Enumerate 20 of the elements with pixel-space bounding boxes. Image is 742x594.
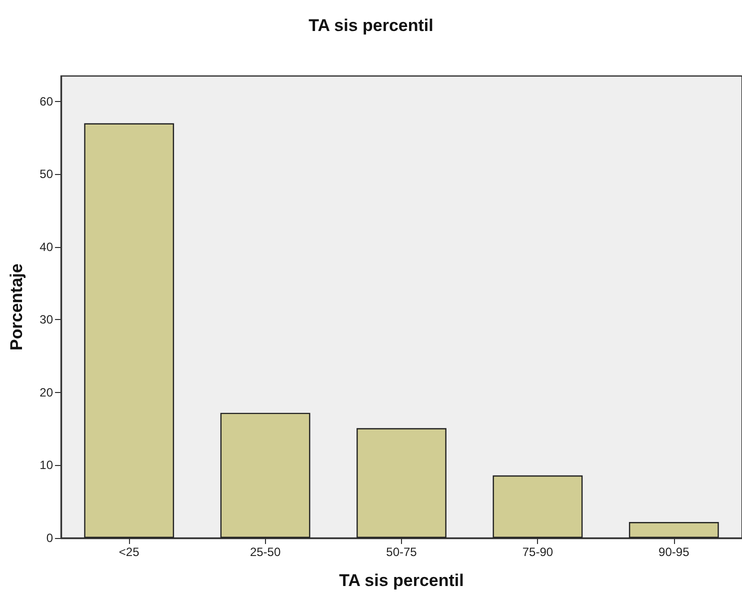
x-tick-label: 50-75 xyxy=(386,545,418,559)
bar xyxy=(84,123,174,538)
y-tick-label: 0 xyxy=(46,531,54,545)
y-tick-label: 20 xyxy=(40,385,54,400)
bar xyxy=(220,412,310,538)
bar xyxy=(628,522,719,538)
bar xyxy=(492,475,583,538)
y-tick-label: 40 xyxy=(40,240,54,254)
y-tick-label: 10 xyxy=(40,458,54,472)
x-tick-label: 25-50 xyxy=(250,545,281,559)
x-tick-label: 75-90 xyxy=(522,545,554,559)
y-axis-title: Porcentaje xyxy=(7,264,26,350)
y-tick-label: 50 xyxy=(40,167,54,182)
y-tick-label: 60 xyxy=(40,94,54,108)
x-tick-label: 90-95 xyxy=(658,545,690,559)
chart-title: TA sis percentil xyxy=(308,16,434,35)
bar xyxy=(356,428,446,538)
x-axis-title: TA sis percentil xyxy=(339,571,464,590)
x-tick-label: <25 xyxy=(118,545,140,559)
y-tick-label: 30 xyxy=(40,312,54,327)
